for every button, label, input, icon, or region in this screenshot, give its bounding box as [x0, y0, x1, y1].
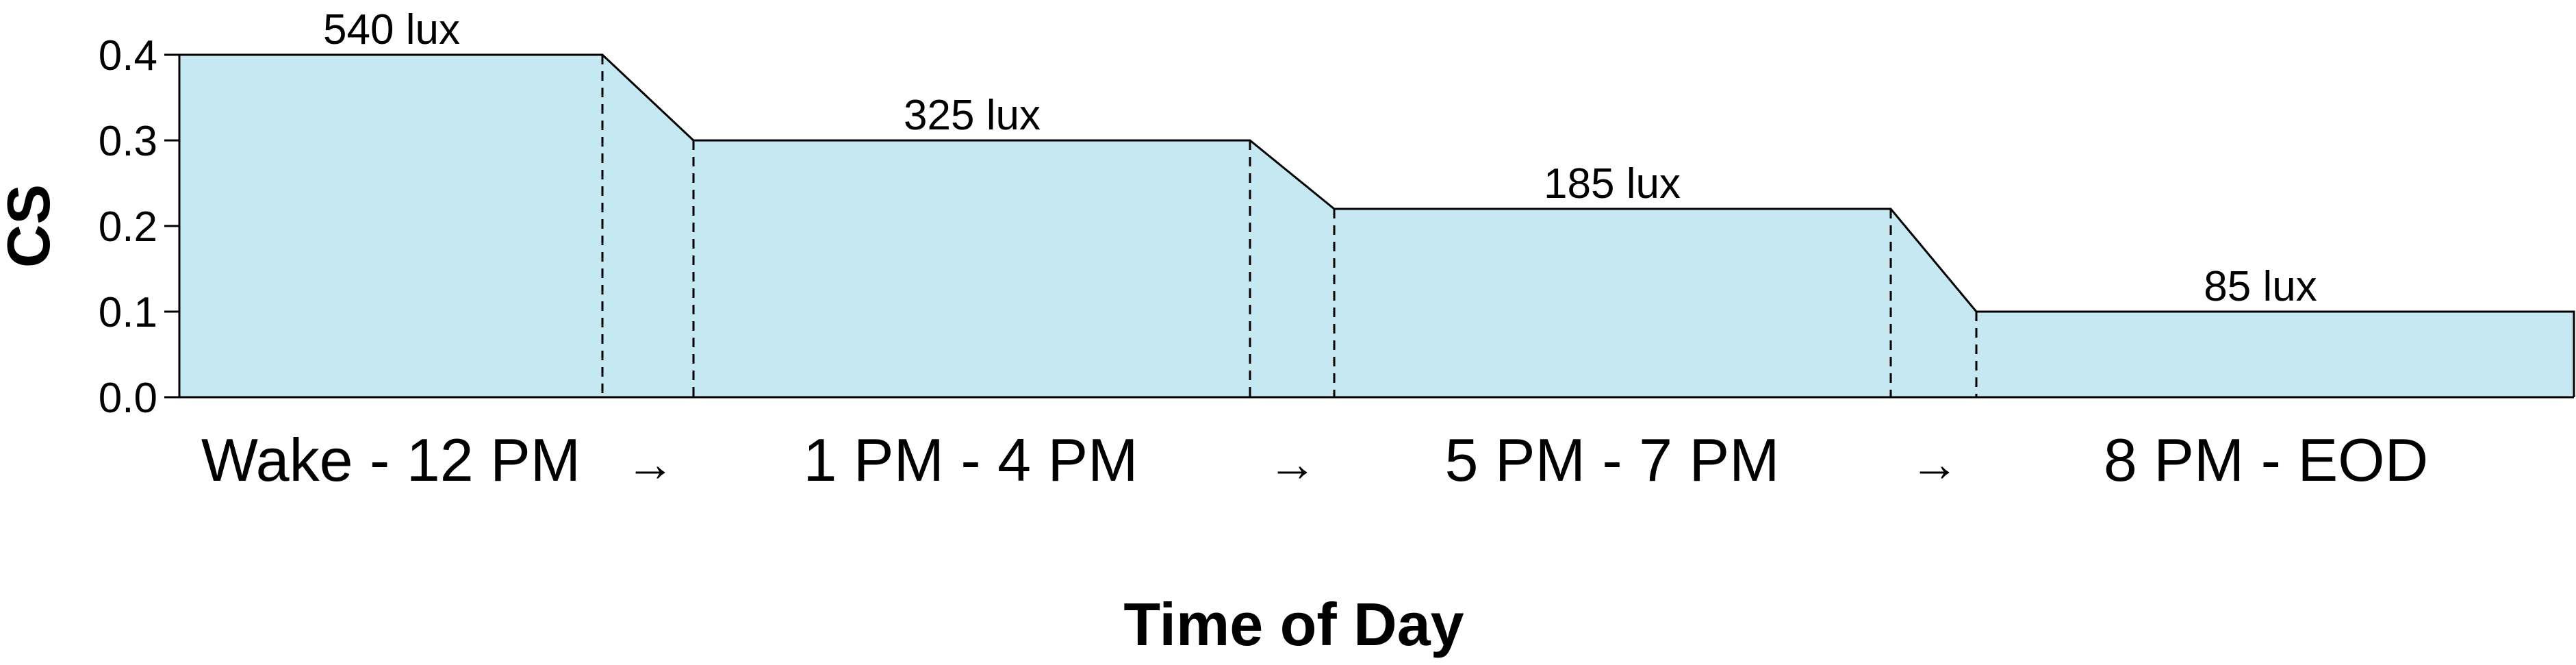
x-category-label: Wake - 12 PM: [201, 426, 581, 494]
right-arrow-icon: →: [1268, 437, 1317, 492]
plot-area: [179, 53, 2575, 397]
y-axis: 0.0 0.1 0.2 0.3 0.4: [99, 32, 2574, 422]
y-axis-title: CS: [0, 184, 62, 268]
x-category-label: 1 PM - 4 PM: [804, 426, 1138, 494]
y-tick-label: 0.2: [99, 203, 157, 251]
right-arrow-icon: →: [1910, 437, 1959, 492]
right-arrow-icon: →: [626, 437, 675, 492]
y-tick-label: 0.0: [99, 375, 157, 422]
cs-area-fill: [179, 55, 2574, 397]
y-tick-label: 0.3: [99, 118, 157, 165]
x-category-label: 8 PM - EOD: [2104, 426, 2428, 494]
data-label: 540 lux: [323, 6, 460, 53]
data-label: 85 lux: [2204, 263, 2317, 310]
labels: 540 lux 325 lux 185 lux 85 lux Wake - 12 PM 1…: [201, 6, 2428, 494]
data-label: 325 lux: [904, 92, 1041, 139]
x-category-label: 5 PM - 7 PM: [1445, 426, 1780, 494]
x-axis-title: Time of Day: [1123, 590, 1464, 658]
y-tick-label: 0.4: [99, 32, 157, 79]
data-label: 185 lux: [1544, 160, 1681, 208]
y-tick-label: 0.1: [99, 289, 157, 336]
